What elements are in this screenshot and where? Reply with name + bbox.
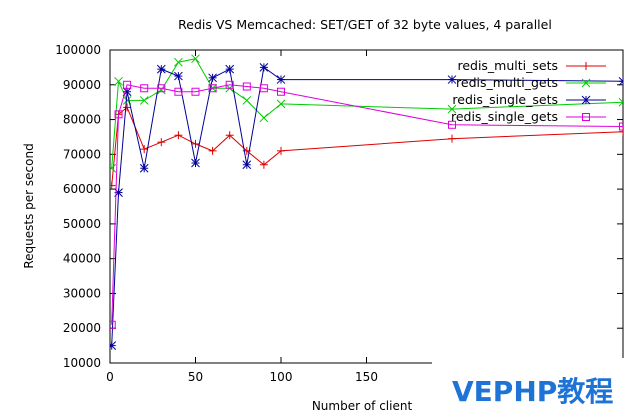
y-tick-label: 40000 xyxy=(63,252,101,266)
data-point xyxy=(122,87,132,97)
y-axis-title: Requests per second xyxy=(22,143,36,268)
data-point xyxy=(208,146,217,155)
data-point xyxy=(191,54,200,64)
data-point xyxy=(242,160,252,170)
x-axis-title: Number of client xyxy=(312,399,413,413)
data-point xyxy=(140,84,149,93)
chart-title: Redis VS Memcached: SET/GET of 32 byte v… xyxy=(178,17,552,32)
data-point xyxy=(139,96,149,105)
data-point xyxy=(448,134,456,143)
data-point xyxy=(618,76,623,86)
data-point xyxy=(110,181,116,190)
data-point xyxy=(242,96,252,105)
data-point xyxy=(447,75,457,84)
y-tick-label: 90000 xyxy=(63,78,101,92)
series-line xyxy=(111,84,623,325)
legend-marker xyxy=(582,113,590,121)
legend-label: redis_multi_sets xyxy=(457,58,558,73)
series-redis_single_gets xyxy=(110,80,623,329)
watermark-text: VEPHP教程 xyxy=(452,375,614,408)
data-point xyxy=(447,104,457,114)
data-point xyxy=(191,139,200,148)
data-point xyxy=(277,146,285,155)
y-tick-label: 50000 xyxy=(63,217,101,231)
x-tick-label: 150 xyxy=(355,370,378,384)
x-tick-label: 0 xyxy=(106,370,114,384)
data-point xyxy=(225,80,234,89)
y-tick-label: 20000 xyxy=(63,321,101,335)
data-point xyxy=(619,127,623,136)
data-point xyxy=(618,97,623,107)
data-point xyxy=(156,64,166,74)
data-point xyxy=(110,163,117,173)
data-point xyxy=(276,99,286,109)
data-point xyxy=(157,138,166,147)
data-point xyxy=(174,87,183,96)
y-tick-label: 80000 xyxy=(63,113,101,127)
x-tick-label: 50 xyxy=(188,370,203,384)
data-point xyxy=(174,131,183,140)
legend-label: redis_single_sets xyxy=(452,92,558,107)
data-point xyxy=(619,122,623,131)
data-point xyxy=(191,87,200,96)
watermark-logo: VEPHP教程 xyxy=(432,358,640,417)
data-point xyxy=(123,103,132,112)
plot-area: 10000 20000 30000 40000 50000 60000 70000 80000… xyxy=(55,43,624,384)
data-point xyxy=(114,76,123,86)
legend-label: redis_multi_gets xyxy=(456,75,558,90)
data-point xyxy=(259,160,268,169)
data-point xyxy=(208,73,217,83)
y-tick-label: 60000 xyxy=(63,182,101,196)
data-point xyxy=(140,145,149,154)
data-point xyxy=(110,341,117,350)
data-point xyxy=(259,113,269,123)
x-tick-label: 100 xyxy=(270,370,293,384)
data-point xyxy=(277,87,285,96)
data-point xyxy=(225,64,235,74)
series-redis_single_sets xyxy=(110,63,623,350)
data-point xyxy=(448,120,456,129)
legend-marker xyxy=(581,95,591,105)
legend: redis_multi_sets redis_multi_gets redis_si… xyxy=(451,58,606,124)
legend-marker xyxy=(582,62,590,70)
data-point xyxy=(174,71,183,81)
data-point xyxy=(208,84,217,93)
data-point xyxy=(225,131,234,140)
data-point xyxy=(114,110,123,119)
series-line xyxy=(111,106,623,186)
y-tick-label: 100000 xyxy=(55,43,101,57)
series-line xyxy=(111,66,623,346)
data-point xyxy=(259,63,269,72)
data-point xyxy=(123,80,132,89)
data-point xyxy=(174,57,183,67)
legend-label: redis_single_gets xyxy=(451,109,558,124)
data-point xyxy=(242,82,251,91)
data-point xyxy=(191,158,200,168)
data-point xyxy=(276,75,286,84)
y-tick-label: 30000 xyxy=(63,286,101,300)
data-point xyxy=(157,84,166,93)
y-tick-label: 70000 xyxy=(63,147,101,161)
data-point xyxy=(259,84,268,93)
data-point xyxy=(110,320,116,329)
legend-marker xyxy=(581,78,591,88)
y-tick-label: 10000 xyxy=(63,356,101,370)
data-point xyxy=(139,163,149,173)
